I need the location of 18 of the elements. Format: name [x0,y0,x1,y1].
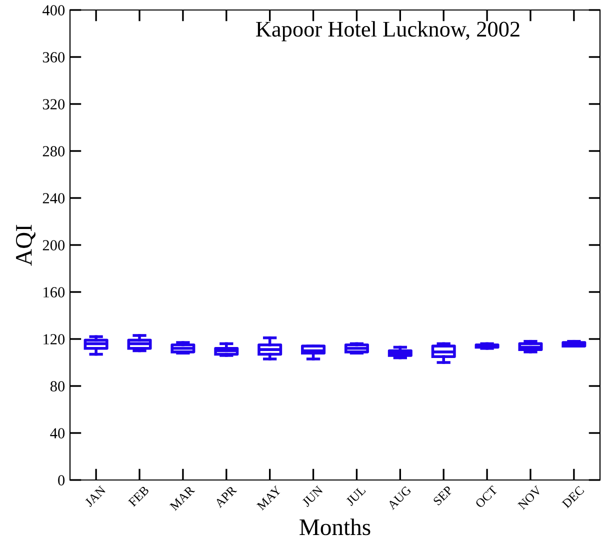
x-tick-label: FEB [128,486,150,507]
x-tick-label: APR [214,485,238,508]
y-axis-title: AQI [16,224,36,266]
y-tick-label: 160 [44,287,65,298]
chart-title: Kapoor Hotel Lucknow, 2002 [256,21,520,42]
y-tick-label: 320 [42,99,65,110]
x-tick-label: SEP [432,485,454,506]
y-tick-label: 280 [42,146,65,156]
y-tick-label: 360 [42,52,65,62]
y-tick-label: 120 [44,334,65,344]
y-tick-label: 0 [58,475,65,486]
y-tick-label: 400 [42,5,65,16]
y-tick-label: 80 [50,381,65,392]
y-tick-label: 40 [50,428,65,438]
y-tick-label: 240 [42,193,65,204]
y-tick-label: 200 [42,240,65,250]
x-axis-title: Months [300,518,370,536]
x-tick-label: JUL [346,486,366,506]
